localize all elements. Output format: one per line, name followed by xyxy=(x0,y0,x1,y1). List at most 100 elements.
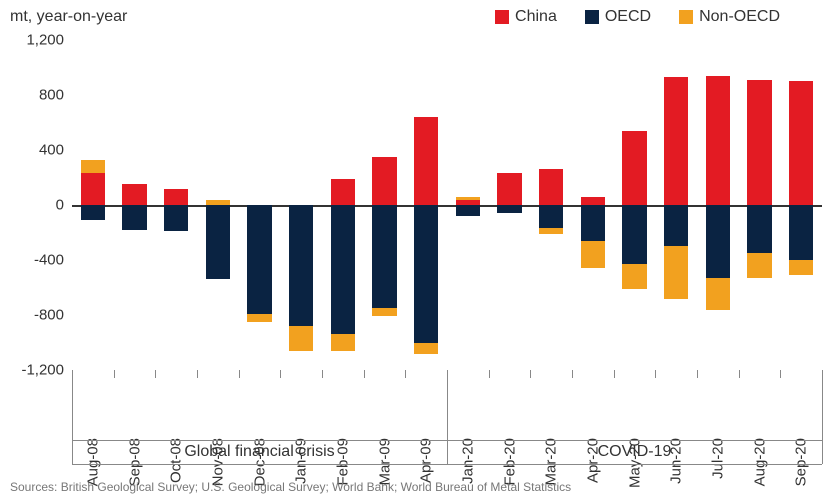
bar-seg-china xyxy=(789,81,813,205)
bar-seg-oecd xyxy=(539,205,563,228)
x-tick xyxy=(572,370,573,378)
legend-label-china: China xyxy=(515,8,557,26)
x-tick xyxy=(780,370,781,378)
bar-seg-china xyxy=(331,179,355,205)
bar-seg-oecd xyxy=(247,205,271,314)
x-tick xyxy=(364,370,365,378)
bar-seg-nonoecd xyxy=(414,343,438,354)
bar-group xyxy=(81,40,105,370)
panel-label: COVID-19 xyxy=(447,443,822,461)
y-tick-label: -800 xyxy=(34,307,64,324)
x-tick xyxy=(114,370,115,378)
bar-seg-china xyxy=(81,173,105,205)
x-tick xyxy=(405,370,406,378)
x-tick xyxy=(655,370,656,378)
x-tick xyxy=(197,370,198,378)
bar-seg-nonoecd xyxy=(789,260,813,275)
bar-seg-china xyxy=(164,189,188,206)
legend-item-oecd: OECD xyxy=(585,8,651,26)
bar-group xyxy=(164,40,188,370)
bar-seg-oecd xyxy=(789,205,813,260)
x-tick xyxy=(239,370,240,378)
panel-divider xyxy=(822,370,823,464)
bar-group xyxy=(747,40,771,370)
bar-seg-china xyxy=(539,169,563,205)
y-tick-label: 400 xyxy=(39,142,64,159)
y-tick-label: 0 xyxy=(56,197,64,214)
bar-seg-nonoecd xyxy=(331,334,355,351)
y-axis-title: mt, year-on-year xyxy=(10,8,127,26)
legend-item-china: China xyxy=(495,8,557,26)
bar-group xyxy=(331,40,355,370)
bar-seg-china xyxy=(122,184,146,205)
legend-label-nonoecd: Non-OECD xyxy=(699,8,780,26)
bar-seg-nonoecd xyxy=(247,314,271,322)
bar-seg-china xyxy=(622,131,646,205)
x-tick xyxy=(697,370,698,378)
bar-seg-oecd xyxy=(706,205,730,278)
bar-seg-nonoecd xyxy=(706,278,730,310)
bar-seg-oecd xyxy=(456,205,480,216)
legend-swatch-nonoecd xyxy=(679,10,693,24)
bar-group xyxy=(789,40,813,370)
legend: China OECD Non-OECD xyxy=(495,8,780,26)
y-tick-label: -400 xyxy=(34,252,64,269)
bar-seg-china xyxy=(497,173,521,205)
bar-seg-oecd xyxy=(497,205,521,213)
axis-bottom-border xyxy=(72,464,822,465)
bar-seg-oecd xyxy=(622,205,646,264)
bar-seg-oecd xyxy=(164,205,188,231)
bar-group xyxy=(622,40,646,370)
bar-seg-oecd xyxy=(372,205,396,308)
source-note: Sources: British Geological Survey; U.S.… xyxy=(10,480,571,494)
bar-seg-china xyxy=(581,197,605,205)
bar-group xyxy=(122,40,146,370)
legend-swatch-oecd xyxy=(585,10,599,24)
bar-seg-oecd xyxy=(331,205,355,334)
bar-seg-nonoecd xyxy=(372,308,396,316)
bar-group xyxy=(664,40,688,370)
bar-seg-oecd xyxy=(664,205,688,246)
bar-group xyxy=(206,40,230,370)
bar-group xyxy=(247,40,271,370)
bar-seg-oecd xyxy=(747,205,771,253)
x-tick xyxy=(155,370,156,378)
bar-seg-china xyxy=(414,117,438,205)
bar-seg-nonoecd xyxy=(622,264,646,289)
y-tick-label: 1,200 xyxy=(26,32,64,49)
x-tick xyxy=(72,370,73,378)
panel-label: Global financial crisis xyxy=(72,443,447,461)
legend-swatch-china xyxy=(495,10,509,24)
bar-seg-china xyxy=(664,77,688,205)
legend-item-nonoecd: Non-OECD xyxy=(679,8,780,26)
bar-seg-oecd xyxy=(122,205,146,230)
bar-seg-china xyxy=(372,157,396,205)
bar-group xyxy=(539,40,563,370)
x-tick xyxy=(739,370,740,378)
bar-seg-nonoecd xyxy=(664,246,688,298)
bar-seg-oecd xyxy=(414,205,438,343)
bar-seg-oecd xyxy=(289,205,313,326)
bar-group xyxy=(456,40,480,370)
x-tick xyxy=(280,370,281,378)
bar-group xyxy=(414,40,438,370)
bar-group xyxy=(289,40,313,370)
bar-seg-nonoecd xyxy=(289,326,313,351)
x-tick xyxy=(322,370,323,378)
legend-label-oecd: OECD xyxy=(605,8,651,26)
bar-seg-nonoecd xyxy=(539,228,563,234)
bar-group xyxy=(372,40,396,370)
bar-seg-oecd xyxy=(581,205,605,241)
bar-group xyxy=(497,40,521,370)
bar-seg-china xyxy=(706,76,730,205)
bar-seg-nonoecd xyxy=(581,241,605,269)
bar-group xyxy=(581,40,605,370)
plot-area: -1,200-800-40004008001,200Aug-08Sep-08Oc… xyxy=(72,40,822,370)
x-tick xyxy=(530,370,531,378)
bar-group xyxy=(706,40,730,370)
chart-container: mt, year-on-year China OECD Non-OECD -1,… xyxy=(0,0,840,500)
bar-seg-nonoecd xyxy=(81,160,105,174)
bar-seg-nonoecd xyxy=(747,253,771,278)
bar-seg-nonoecd xyxy=(456,197,480,200)
y-tick-label: -1,200 xyxy=(21,362,64,379)
